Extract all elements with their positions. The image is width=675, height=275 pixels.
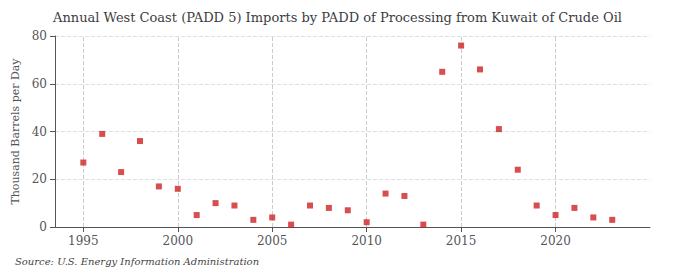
svg-text:Source: U.S. Energy Informatio: Source: U.S. Energy Information Administ… <box>15 256 259 267</box>
svg-text:60: 60 <box>32 77 47 91</box>
svg-text:1995: 1995 <box>68 234 99 248</box>
svg-text:2000: 2000 <box>163 234 194 248</box>
svg-text:0: 0 <box>39 220 47 234</box>
svg-text:20: 20 <box>32 172 47 186</box>
svg-text:80: 80 <box>32 29 47 43</box>
svg-text:Thousand Barrels per Day: Thousand Barrels per Day <box>9 58 22 205</box>
svg-text:2010: 2010 <box>351 234 382 248</box>
svg-text:Annual West Coast (PADD 5) Imp: Annual West Coast (PADD 5) Imports by PA… <box>52 10 622 25</box>
svg-text:2020: 2020 <box>540 234 571 248</box>
svg-text:2005: 2005 <box>257 234 288 248</box>
svg-text:40: 40 <box>32 125 47 139</box>
svg-text:2015: 2015 <box>446 234 477 248</box>
